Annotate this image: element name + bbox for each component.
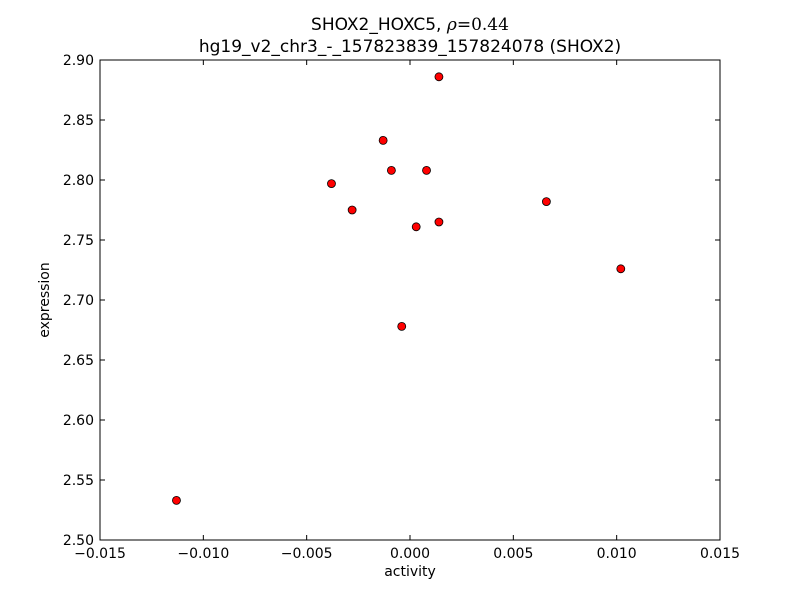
x-tick-label: −0.005 [281,546,333,562]
x-tick-label: −0.015 [74,546,126,562]
x-axis-label: activity [384,564,436,580]
y-tick-label: 2.55 [63,473,94,489]
title-rho-value: =0.44 [457,15,509,35]
data-point [422,165,431,175]
x-tick-label: 0.005 [493,546,533,562]
y-tick-label: 2.75 [63,233,94,249]
y-tick-label: 2.90 [63,53,94,69]
y-tick-label: 2.85 [63,113,94,129]
y-axis-label: expression [37,262,53,338]
x-tick-label: −0.010 [177,546,229,562]
x-tick-label: 0.000 [390,546,430,562]
data-point [616,264,626,274]
y-tick-label: 2.60 [63,413,94,429]
ticks-layer: −0.015 −0.010 −0.005 0.000 0.005 0.010 0.015 2.… [63,53,740,562]
data-point [378,135,388,145]
chart-title: SHOX2_HOXC5, ρ=0.44 hg19_v2_chr3_-_15782… [199,15,621,57]
data-point [434,72,444,82]
data-point [172,495,181,505]
data-point [542,197,551,207]
y-tick-label: 2.80 [63,173,94,189]
chart-title-line2: hg19_v2_chr3_-_157823839_157824078 (SHOX… [199,37,621,57]
y-tick-label: 2.50 [63,533,94,549]
title-rho-symbol: ρ [446,15,457,35]
y-tick-label: 2.65 [63,353,94,369]
chart-title-line1: SHOX2_HOXC5, ρ=0.44 [311,15,509,35]
points-layer [172,72,626,505]
data-point [397,321,407,331]
x-tick-label: 0.010 [597,546,637,562]
data-point [411,222,421,232]
data-point [347,205,357,215]
y-tick-label: 2.70 [63,293,94,309]
plot-frame [99,59,721,541]
data-point [327,179,336,189]
data-point [434,217,444,227]
title-prefix: SHOX2_HOXC5, [311,15,447,35]
x-tick-label: 0.015 [700,546,740,562]
data-point [386,165,396,175]
